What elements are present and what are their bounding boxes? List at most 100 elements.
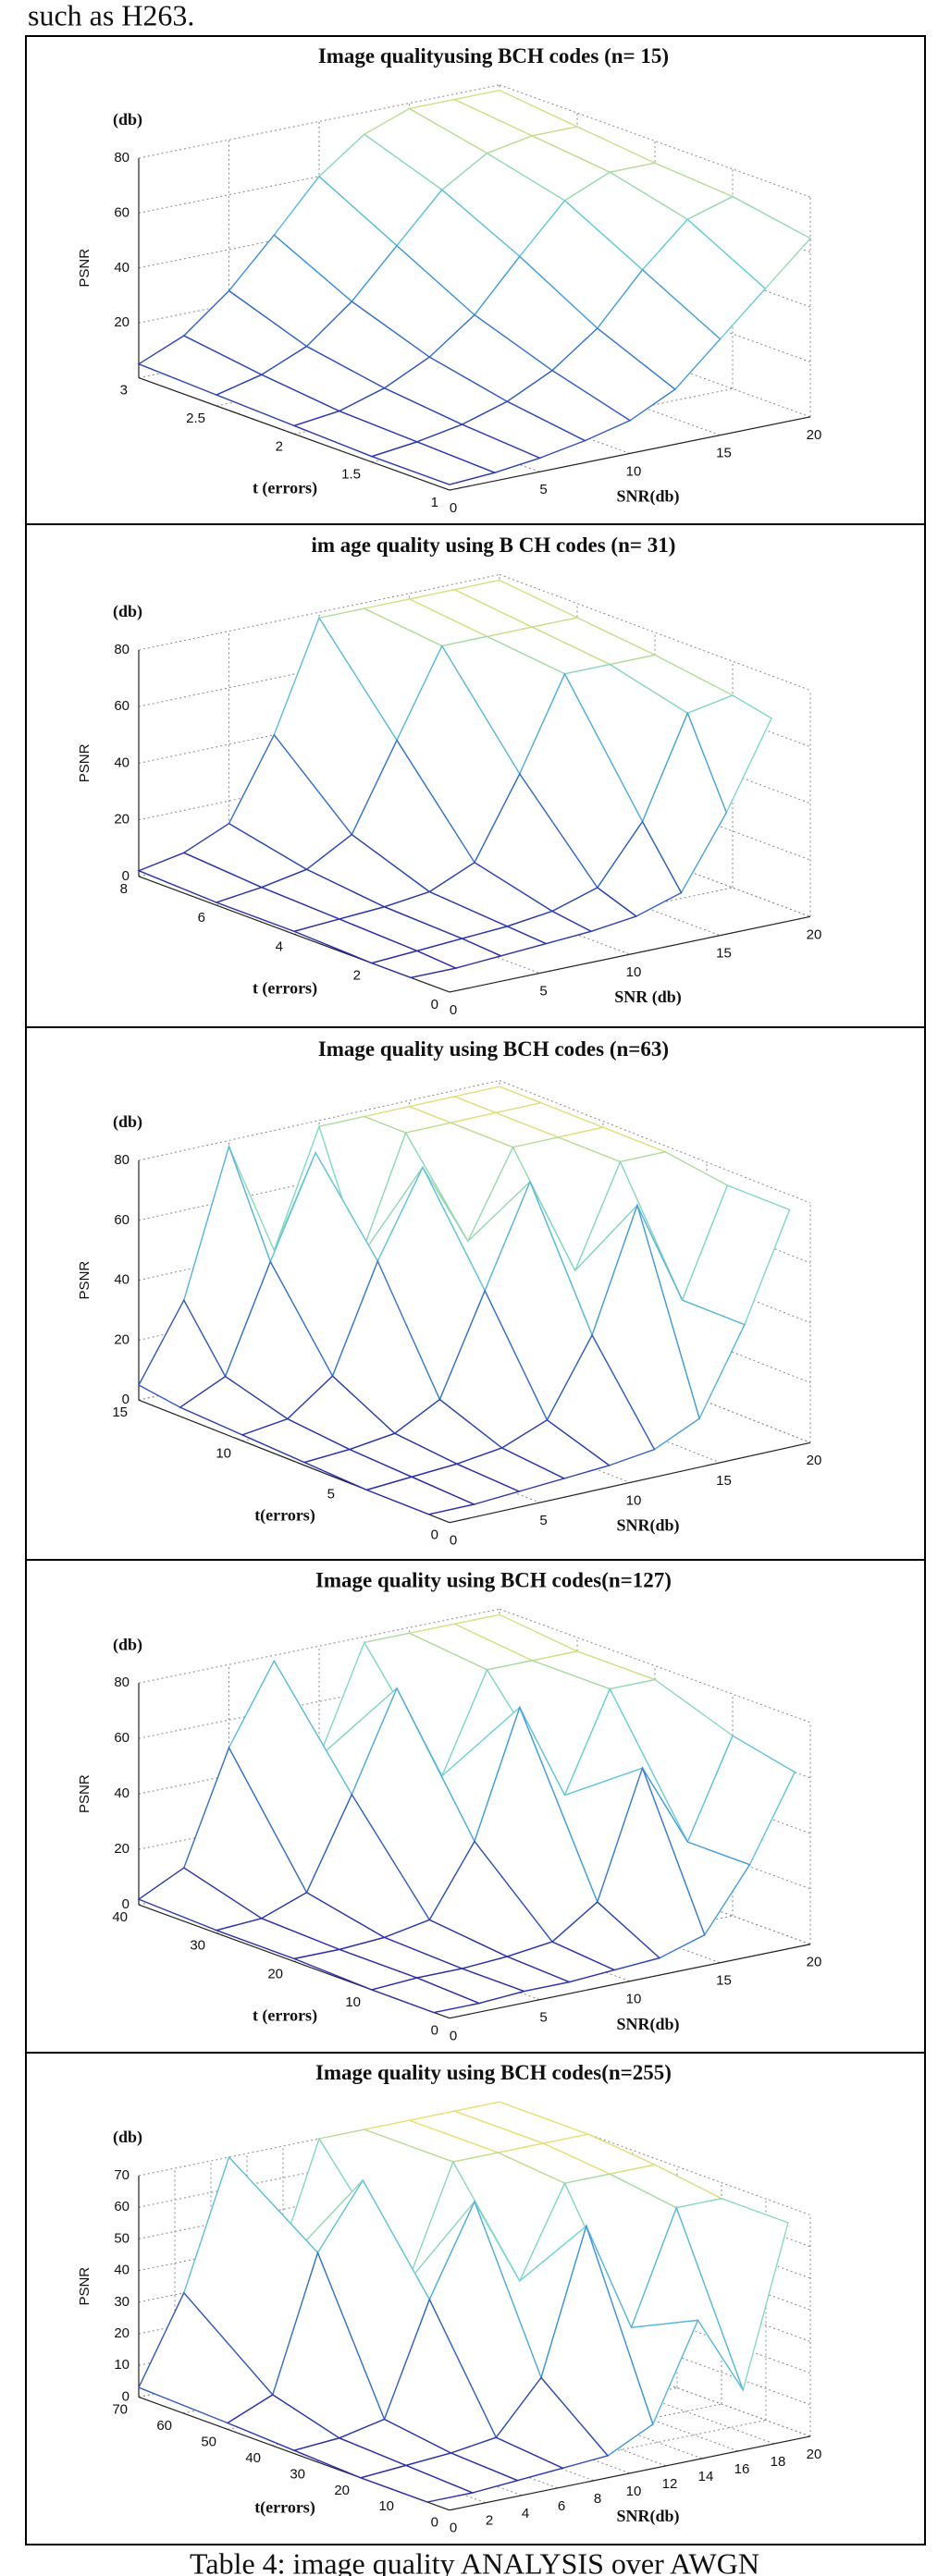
z-tick-label: 30 [114,2294,130,2310]
grid-line [138,687,500,764]
y-tick-label: 40 [245,2450,261,2466]
x-tick-label: 15 [716,1973,732,1989]
x-label: SNR(db) [616,487,679,507]
y-tick-label: 10 [378,2498,394,2514]
chart-title: Image qualityusing BCH codes (n= 15) [318,44,669,67]
x-tick-label: 10 [626,964,642,980]
z-tick-label: 20 [114,314,130,330]
grid-line [138,743,500,821]
chart-title: Image quality using BCH codes(n=127) [315,1568,672,1591]
z-tick-label: 60 [114,698,130,714]
z-tick-label: 50 [114,2230,130,2246]
z-tick-label: 40 [114,1272,130,1288]
x-tick-label: 12 [662,2476,678,2492]
z-tick-label: 20 [114,812,130,828]
z-unit: (db) [113,1635,142,1654]
surface-patch [369,950,459,979]
x-tick-label: 5 [539,983,547,999]
axis-line [449,416,811,491]
x-tick-label: 5 [539,2010,547,2026]
y-tick-label: 20 [267,1966,283,1981]
x-tick-label: 5 [539,482,547,497]
grid-line [138,1080,500,1161]
y-label: t(errors) [254,2498,315,2518]
x-tick-label: 0 [450,2521,457,2536]
y-label: t (errors) [253,978,317,998]
x-label: SNR(db) [616,2507,679,2526]
y-tick-label: 70 [112,2401,128,2417]
y-tick-label: 15 [112,1405,128,1420]
x-tick-label: 10 [626,1492,642,1508]
y-tick-label: 4 [276,938,283,954]
y-tick-label: 5 [327,1486,335,1502]
z-tick-label: 40 [114,2263,130,2278]
z-tick-label: 60 [114,2199,130,2214]
grid-line [138,1139,500,1221]
y-tick-label: 20 [334,2483,350,2498]
z-tick-label: 80 [114,150,130,166]
z-tick-label: 10 [114,2357,130,2373]
y-tick-label: 30 [190,1938,205,1954]
axis-line [449,1441,811,1524]
caption: Table 4: image quality ANALYSIS over AWG… [190,2546,759,2576]
grid-line [138,573,500,651]
chart-title: Image quality using BCH codes (n=63) [318,1037,669,1061]
z-tick-label: 60 [114,1212,130,1228]
x-tick-label: 14 [698,2469,714,2484]
x-tick-label: 20 [807,1955,822,1970]
y-tick-label: 30 [290,2466,305,2482]
x-tick-label: 15 [716,1473,732,1489]
surface-patch [364,1476,476,1515]
z-tick-label: 20 [114,1331,130,1347]
axis-line [138,377,450,491]
z-label: PSNR [77,1774,93,1813]
x-tick-label: 0 [450,1533,457,1549]
z-tick-label: 80 [114,1152,130,1168]
z-tick-label: 0 [122,1392,130,1407]
z-tick-label: 20 [114,2325,130,2341]
x-tick-label: 10 [626,2484,642,2499]
z-tick-label: 80 [114,1674,130,1690]
grid-line [499,1080,811,1204]
x-tick-label: 20 [807,427,822,443]
x-tick-label: 16 [734,2461,750,2477]
x-tick-label: 20 [807,2447,822,2462]
y-tick-label: 0 [431,2023,438,2039]
chart-title: Image quality using BCH codes(n=255) [315,2061,672,2084]
grid-line [138,631,500,707]
z-tick-label: 0 [122,1896,130,1912]
y-tick-label: 8 [120,881,128,897]
y-tick-label: 0 [431,1527,438,1543]
z-tick-label: 60 [114,204,130,220]
x-tick-label: 18 [771,2454,786,2470]
x-tick-label: 10 [626,463,642,479]
z-tick-label: 40 [114,1785,130,1801]
table-border [25,35,926,2545]
x-tick-label: 10 [626,1992,642,2007]
z-label: PSNR [77,1261,93,1300]
x-tick-label: 0 [450,500,457,516]
y-tick-label: 60 [156,2418,172,2434]
y-tick-label: 0 [431,2515,438,2531]
surface-patch [369,1977,482,2014]
y-tick-label: 1.5 [341,467,361,483]
x-tick-label: 5 [539,1513,547,1528]
y-tick-label: 2 [353,968,361,984]
z-unit: (db) [113,1112,142,1132]
z-label: PSNR [77,743,93,782]
y-label: t (errors) [253,2006,317,2026]
x-label: SNR(db) [616,2015,679,2034]
x-tick-label: 8 [594,2491,601,2507]
z-unit: (db) [113,110,142,129]
z-label: PSNR [77,2267,93,2306]
surface-chart: 20 40 60 80 1 1.5 2 2.5 3 0 5 10 15 20 Image qualityus… [77,44,821,516]
x-tick-label: 15 [716,946,732,962]
y-tick-label: 6 [198,910,205,926]
z-tick-label: 40 [114,260,130,276]
header-text: such as H263. [28,0,194,31]
y-tick-label: 10 [216,1445,231,1461]
z-tick-label: 20 [114,1841,130,1857]
